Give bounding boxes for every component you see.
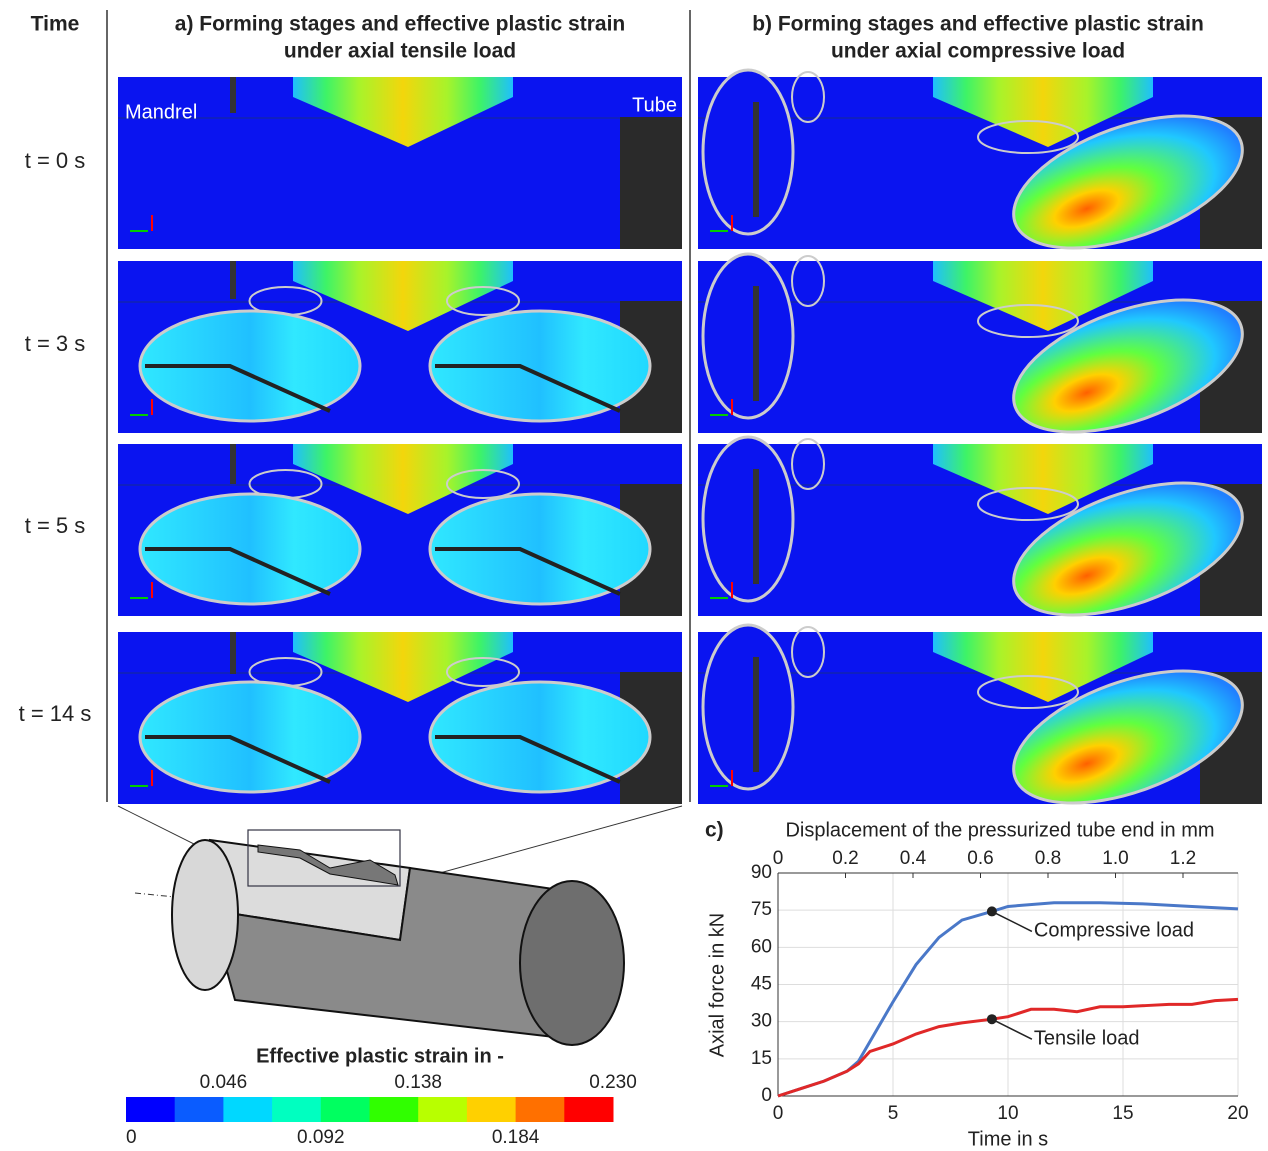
mandrel-edge	[753, 469, 759, 584]
panel-subtitle: under axial tensile load	[284, 40, 516, 63]
gap	[230, 444, 236, 484]
colorbar-segment	[126, 1097, 175, 1122]
annotation-leader	[992, 911, 1032, 931]
x-tick-label: 0	[773, 1103, 784, 1124]
colorbar-segment	[272, 1097, 321, 1122]
mandrel-edge	[753, 286, 759, 401]
y-tick-label: 0	[761, 1085, 772, 1106]
gap	[230, 261, 236, 299]
annotation-point	[987, 906, 997, 916]
mandrel-label: Mandrel	[125, 101, 197, 123]
zoom-view-left	[703, 437, 793, 601]
annotation-leader	[992, 1019, 1032, 1039]
colorbar-segment	[467, 1097, 516, 1122]
die-block	[620, 117, 682, 249]
y-tick-label: 45	[751, 974, 772, 995]
x2-axis-label: Displacement of the pressurized tube end…	[785, 819, 1214, 841]
panel-title: b) Forming stages and effective plastic …	[752, 13, 1204, 36]
x-tick-label: 15	[1112, 1103, 1133, 1124]
x2-tick-label: 0.6	[967, 848, 993, 869]
colorbar-tick-label: 0.046	[200, 1072, 248, 1093]
zoom-view-left	[703, 254, 793, 418]
colorbar-segment	[370, 1097, 419, 1122]
colorbar-segment	[418, 1097, 467, 1122]
y-tick-label: 90	[751, 862, 772, 883]
x2-tick-label: 0.2	[832, 848, 858, 869]
colorbar-segment	[321, 1097, 370, 1122]
y-tick-label: 30	[751, 1011, 772, 1032]
panel-subtitle: under axial compressive load	[831, 40, 1125, 63]
x2-tick-label: 0	[773, 848, 784, 869]
y-tick-label: 75	[751, 899, 772, 920]
axis-line	[135, 893, 175, 897]
mandrel-edge	[753, 102, 759, 217]
x-tick-label: 5	[888, 1103, 899, 1124]
colorbar-tick-label: 0.184	[492, 1127, 540, 1148]
zoom-view-left	[703, 70, 793, 234]
x-tick-label: 10	[997, 1103, 1018, 1124]
panel-title: a) Forming stages and effective plastic …	[175, 13, 625, 36]
colorbar-segment	[516, 1097, 565, 1122]
gap	[230, 632, 236, 674]
x-tick-label: 20	[1227, 1103, 1248, 1124]
annotation-label: Compressive load	[1034, 920, 1194, 942]
time-label: t = 14 s	[19, 701, 92, 726]
time-header: Time	[31, 13, 80, 36]
colorbar-title: Effective plastic strain in -	[256, 1045, 504, 1067]
y-axis-label: Axial force in kN	[706, 913, 728, 1058]
time-label: t = 0 s	[25, 148, 86, 173]
colorbar-segment	[223, 1097, 272, 1122]
figure: Time a) Forming stages and effective pla…	[0, 0, 1268, 1151]
colorbar-segment	[175, 1097, 224, 1122]
x2-tick-label: 1.2	[1170, 848, 1196, 869]
y-tick-label: 15	[751, 1048, 772, 1069]
colorbar-tick-label: 0	[126, 1127, 137, 1148]
x2-tick-label: 0.8	[1035, 848, 1061, 869]
colorbar-tick-label: 0.138	[394, 1072, 442, 1093]
panel-label: c)	[705, 819, 724, 842]
time-label: t = 3 s	[25, 331, 86, 356]
gap	[230, 77, 236, 113]
time-label: t = 5 s	[25, 513, 86, 538]
left-end	[172, 840, 238, 990]
cylinder	[118, 806, 682, 1045]
colorbar-tick-label: 0.230	[589, 1072, 637, 1093]
x2-tick-label: 1.0	[1102, 848, 1128, 869]
colorbar-segment	[564, 1097, 613, 1122]
y-tick-label: 60	[751, 936, 772, 957]
colorbar-tick-label: 0.092	[297, 1127, 345, 1148]
zoom-view-left	[703, 625, 793, 789]
annotation-label: Tensile load	[1034, 1027, 1140, 1049]
annotation-point	[987, 1014, 997, 1024]
right-end	[520, 881, 624, 1045]
mandrel-edge	[753, 657, 759, 772]
x2-tick-label: 0.4	[900, 848, 927, 869]
x-axis-label: Time in s	[968, 1128, 1048, 1150]
tube-label: Tube	[632, 94, 677, 116]
